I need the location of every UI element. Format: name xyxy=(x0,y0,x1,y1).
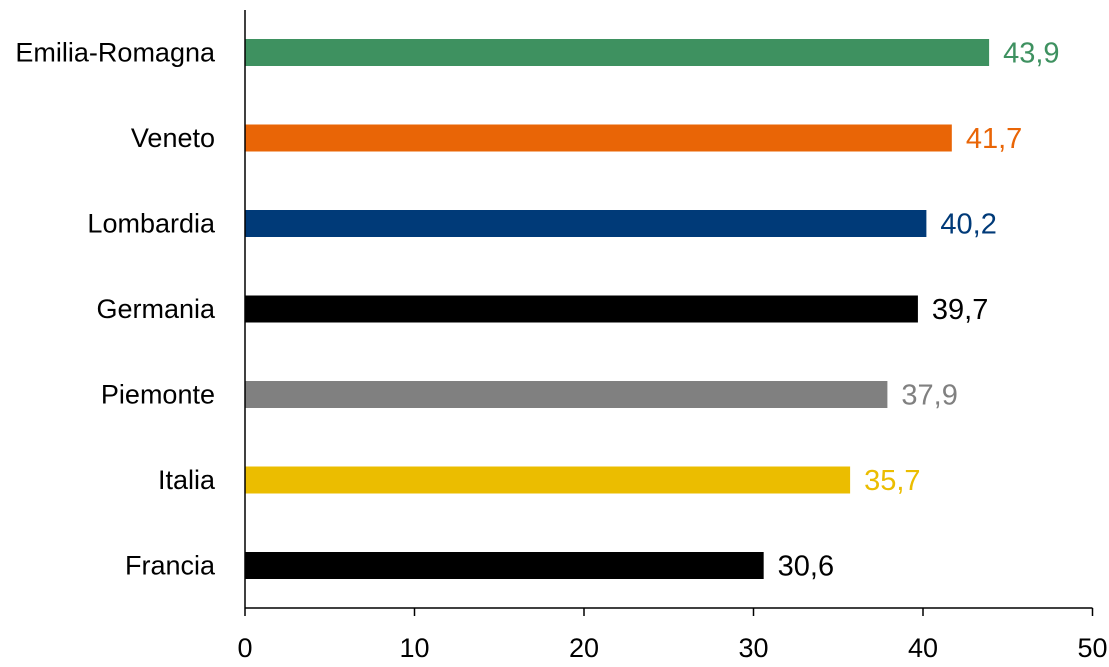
x-tick-label-50: 50 xyxy=(1077,633,1107,662)
axes-layer xyxy=(244,10,1094,616)
value-label-veneto: 41,7 xyxy=(966,123,1022,155)
value-label-francia: 30,6 xyxy=(778,551,834,583)
x-tick-label-20: 20 xyxy=(569,633,599,662)
bar-francia xyxy=(245,552,764,579)
value-label-emilia-romagna: 43,9 xyxy=(1003,38,1059,70)
category-label-germania: Germania xyxy=(96,294,216,324)
value-label-germania: 39,7 xyxy=(932,294,988,326)
bar-emilia-romagna xyxy=(245,39,990,66)
value-label-lombardia: 40,2 xyxy=(940,209,996,241)
bar-lombardia xyxy=(245,210,927,237)
category-label-piemonte: Piemonte xyxy=(101,380,215,410)
category-label-francia: Francia xyxy=(125,551,216,581)
bars-layer xyxy=(245,39,990,579)
bar-italia xyxy=(245,466,851,494)
labels-layer: Emilia-Romagna 43,9 Veneto 41,7 Lombardia 40,… xyxy=(15,38,1107,664)
bar-piemonte xyxy=(245,381,888,408)
x-tick-label-0: 0 xyxy=(237,633,252,662)
x-tick-label-30: 30 xyxy=(738,633,768,662)
category-label-veneto: Veneto xyxy=(131,123,215,153)
category-label-lombardia: Lombardia xyxy=(87,209,216,239)
category-label-italia: Italia xyxy=(158,465,216,495)
x-tick-label-10: 10 xyxy=(399,633,429,662)
bar-veneto xyxy=(245,124,952,152)
bar-germania xyxy=(245,295,918,323)
category-label-emilia-romagna: Emilia-Romagna xyxy=(15,38,216,68)
x-tick-label-40: 40 xyxy=(908,633,938,662)
value-label-piemonte: 37,9 xyxy=(901,380,957,412)
value-label-italia: 35,7 xyxy=(864,465,920,497)
